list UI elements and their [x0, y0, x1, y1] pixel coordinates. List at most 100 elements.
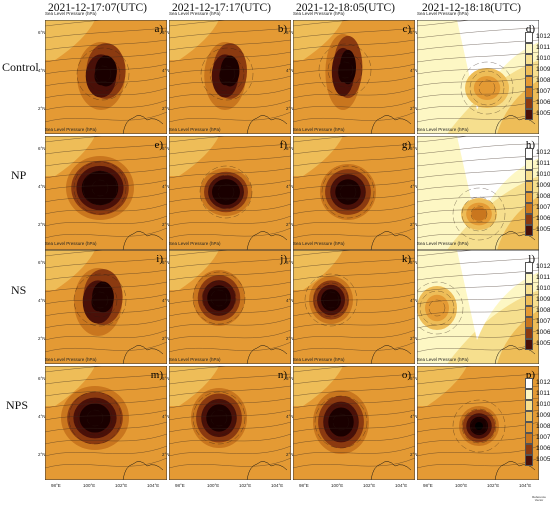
wind-streamline	[169, 373, 291, 385]
map-panel: Sea Level Pressure (hPa)j)98°E100°E102°E…	[162, 241, 291, 372]
wind-streamline	[293, 155, 415, 167]
wind-streamline	[45, 409, 167, 421]
y-tick-label: 2°N	[162, 336, 170, 341]
wind-streamline	[45, 305, 167, 317]
colorbar-tick-label: 1009	[536, 66, 550, 73]
low-pressure-contour	[471, 207, 487, 221]
panel-frame	[169, 250, 291, 364]
colorbar-tick-label: 1011	[536, 274, 550, 281]
y-tick-label: 4°N	[410, 298, 418, 303]
wind-streamline	[293, 63, 415, 75]
colorbar-tick-label: 1008	[536, 307, 550, 314]
column-header-3: 2021-12-18:05(UTC)	[296, 2, 396, 14]
coastline	[122, 461, 164, 480]
colorbar-swatch	[525, 203, 533, 214]
y-tick-label: 2°N	[410, 222, 418, 227]
panel-caption: Sea Level Pressure (hPa)	[293, 241, 345, 246]
x-tick-label: 102°E	[115, 483, 128, 488]
wind-streamline	[417, 366, 476, 373]
map-panel: Sea Level Pressure (hPa)f)98°E100°E102°E…	[162, 127, 291, 258]
wind-streamline	[45, 317, 167, 329]
x-tick-label: 100°E	[455, 483, 468, 488]
wind-streamline	[417, 257, 539, 269]
map-panel: Sea Level Pressure (hPa)k)98°E100°E102°E…	[286, 241, 415, 372]
map-panel: Sea Level Pressure (hPa)a)98°E100°E102°E…	[38, 11, 167, 142]
sea-level-pressure-map	[45, 20, 167, 134]
wind-streamline	[293, 317, 415, 329]
x-tick-label: 98°E	[299, 483, 309, 488]
low-pressure-contour	[338, 61, 348, 83]
colorbar-tick-label: 1009	[536, 296, 550, 303]
y-tick-label: 4°N	[162, 68, 170, 73]
wind-streamline	[417, 143, 539, 155]
y-tick-label: 6°N	[162, 376, 170, 381]
wind-streamline	[45, 227, 167, 239]
wind-swirl	[452, 399, 506, 453]
panel-caption: Sea Level Pressure (hPa)	[293, 357, 345, 362]
coastline	[370, 345, 412, 364]
row-header-ns: NS	[11, 283, 27, 297]
wind-streamline	[293, 99, 415, 111]
wind-streamline	[293, 257, 415, 269]
outer-pressure-band	[169, 250, 219, 290]
panel-caption: Sea Level Pressure (hPa)	[169, 241, 221, 246]
wind-streamline	[45, 293, 167, 305]
panel-frame	[417, 366, 539, 480]
wind-streamline	[293, 51, 415, 63]
wind-streamline	[293, 433, 415, 445]
high-pressure-core	[457, 250, 539, 340]
wind-swirl	[470, 417, 488, 435]
sea-level-pressure-map	[169, 366, 291, 480]
sea-level-pressure-map	[417, 366, 539, 480]
colorbar-swatch	[525, 192, 533, 203]
wind-swirl	[478, 79, 496, 97]
sea-level-pressure-map	[293, 136, 415, 250]
wind-streamline	[169, 63, 291, 75]
colorbar-tick-label: 1008	[536, 77, 550, 84]
map-panel: Sea Level Pressure (hPa)g)98°E100°E102°E…	[286, 127, 415, 258]
wind-swirl	[318, 43, 372, 97]
colorbar-swatch	[525, 214, 533, 225]
panel-label: a)	[154, 23, 163, 35]
wind-streamline	[293, 143, 415, 155]
y-tick-label: 2°N	[38, 222, 46, 227]
outer-pressure-band	[293, 250, 343, 290]
wind-swirl	[76, 47, 130, 101]
panel-label: e)	[154, 139, 163, 151]
wind-swirl	[217, 183, 235, 201]
sea-level-pressure-map	[417, 20, 539, 134]
y-tick-label: 4°N	[286, 414, 294, 419]
wind-streamline	[45, 457, 167, 469]
x-tick-label: 102°E	[487, 483, 500, 488]
wind-swirl	[332, 413, 350, 431]
panel-label: b)	[277, 23, 287, 35]
panel-caption: Sea Level Pressure (hPa)	[169, 127, 221, 132]
panel-caption: Sea Level Pressure (hPa)	[45, 127, 97, 132]
wind-streamline	[45, 63, 167, 75]
low-pressure-contour	[94, 66, 108, 86]
wind-swirl	[91, 179, 109, 197]
outer-pressure-band	[417, 366, 467, 406]
outer-pressure-band	[45, 366, 95, 406]
y-tick-label: 2°N	[162, 106, 170, 111]
wind-streamline	[169, 445, 291, 457]
y-tick-label: 4°N	[410, 184, 418, 189]
colorbar-swatch	[525, 273, 533, 284]
x-tick-label: 98°E	[175, 483, 185, 488]
colorbar-swatch	[525, 98, 533, 109]
colorbar-swatch	[525, 76, 533, 87]
panel-label: f)	[279, 139, 287, 151]
y-tick-label: 6°N	[410, 146, 418, 151]
coastline	[246, 115, 288, 134]
y-tick-label: 4°N	[162, 298, 170, 303]
panel-frame	[169, 366, 291, 480]
y-tick-label: 2°N	[286, 106, 294, 111]
y-tick-label: 6°N	[286, 146, 294, 151]
wind-streamline	[293, 167, 415, 179]
colorbar-tick-label: 1012	[536, 33, 550, 40]
colorbar-tick-label: 1006	[536, 99, 550, 106]
row-header-control: Control	[2, 60, 39, 74]
sea-level-pressure-map	[169, 20, 291, 134]
panel-frame	[417, 20, 539, 134]
y-tick-label: 6°N	[38, 260, 46, 265]
